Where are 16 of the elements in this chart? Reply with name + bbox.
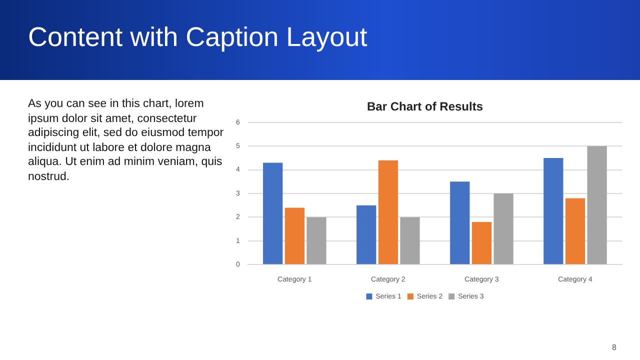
chart-title: Bar Chart of Results: [366, 100, 484, 114]
bar: [450, 182, 470, 264]
text: Content with Caption Layout: [28, 22, 368, 53]
text: As you can see in this chart, lorem ipsum dolor sit amet, consectetur adipiscing elit, sed do eiusmod tempor incididunt ut labore et dolore magna aliqua. Ut enim ad minim veniam, quis nostrud.: [28, 97, 225, 184]
bar: [378, 160, 398, 264]
text: 8: [612, 343, 616, 352]
bar: [306, 217, 326, 264]
bar: [400, 217, 420, 264]
bar: [263, 162, 283, 264]
bar: [544, 158, 564, 264]
bar: [587, 146, 607, 264]
bar: [472, 222, 492, 264]
bar: [284, 208, 304, 264]
bar: [356, 205, 376, 264]
bar: [565, 198, 586, 264]
bar: [494, 194, 514, 264]
